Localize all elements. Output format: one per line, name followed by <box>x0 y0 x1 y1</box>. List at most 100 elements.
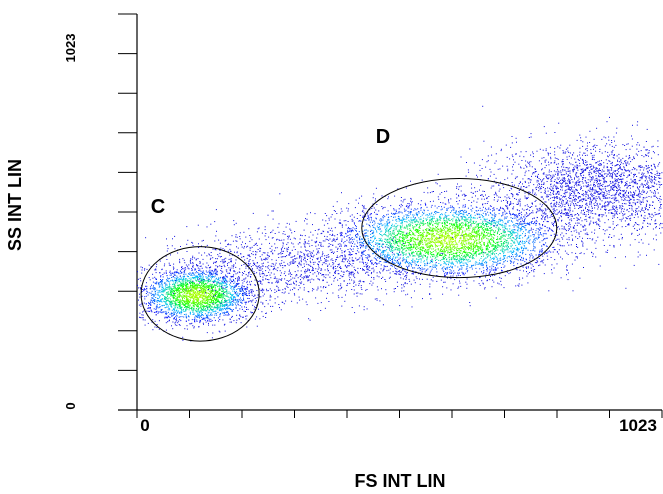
data-point <box>506 239 508 241</box>
data-point <box>453 245 455 247</box>
data-point <box>563 235 565 237</box>
data-point <box>222 309 224 311</box>
data-point <box>486 245 488 246</box>
data-point <box>188 316 190 318</box>
data-point <box>161 293 163 295</box>
data-point <box>169 292 171 294</box>
data-point <box>226 302 228 304</box>
data-point <box>222 305 224 307</box>
data-point <box>190 297 192 299</box>
data-point <box>393 233 395 235</box>
data-point <box>458 234 460 236</box>
data-point <box>517 215 519 217</box>
data-point <box>190 307 192 309</box>
data-point <box>548 250 550 252</box>
data-point <box>454 243 456 245</box>
data-point <box>176 282 178 284</box>
data-point <box>475 238 477 240</box>
data-point <box>199 285 201 287</box>
data-point <box>219 286 221 287</box>
data-point <box>227 311 229 313</box>
data-point <box>175 305 177 307</box>
data-point <box>198 293 200 295</box>
data-point <box>201 318 203 320</box>
data-point <box>225 295 227 297</box>
data-point <box>190 290 192 292</box>
data-point <box>483 242 485 243</box>
data-point <box>403 215 405 217</box>
data-point <box>169 284 171 286</box>
data-point <box>209 304 211 306</box>
data-point <box>153 302 155 304</box>
data-point <box>249 281 250 283</box>
data-point <box>185 281 187 283</box>
data-point <box>387 260 389 261</box>
data-point <box>186 291 188 293</box>
data-point <box>511 240 513 242</box>
data-point <box>447 225 448 227</box>
data-point <box>395 242 397 244</box>
data-point <box>490 217 492 219</box>
data-point <box>140 303 142 305</box>
data-point <box>450 270 452 272</box>
data-point <box>507 207 509 209</box>
data-point <box>504 246 506 248</box>
data-point <box>385 225 387 227</box>
data-point <box>247 295 249 296</box>
data-point <box>181 306 183 308</box>
data-point <box>166 296 168 298</box>
data-point <box>183 310 185 312</box>
data-point <box>181 279 183 281</box>
data-point <box>238 294 239 296</box>
data-point <box>212 303 214 305</box>
data-point <box>199 292 201 294</box>
data-point <box>369 283 371 285</box>
data-point <box>173 296 175 298</box>
data-point <box>197 316 199 318</box>
data-point <box>382 224 384 226</box>
data-point <box>403 239 405 241</box>
data-point <box>207 308 209 310</box>
data-point <box>400 203 402 205</box>
data-point <box>564 250 566 252</box>
data-point <box>472 234 474 236</box>
data-point <box>451 240 453 242</box>
data-point <box>373 232 375 234</box>
data-point <box>460 247 461 249</box>
data-point <box>214 314 216 316</box>
data-point <box>365 246 367 248</box>
data-point <box>428 246 430 248</box>
data-point <box>215 293 217 295</box>
data-point <box>427 216 429 218</box>
data-point <box>213 286 215 288</box>
data-point <box>164 297 166 299</box>
data-point <box>436 280 438 282</box>
data-point <box>478 223 480 224</box>
data-point <box>210 292 212 294</box>
data-point <box>419 219 421 221</box>
data-point <box>192 302 194 304</box>
data-point <box>230 298 232 299</box>
data-point <box>200 288 202 290</box>
data-point <box>477 230 479 232</box>
data-point <box>192 292 194 294</box>
data-point <box>460 252 462 254</box>
data-point <box>385 259 387 261</box>
data-point <box>417 239 419 241</box>
data-point <box>400 220 402 221</box>
data-point <box>192 286 194 288</box>
data-point <box>428 223 430 225</box>
data-point <box>193 319 195 321</box>
data-point <box>443 227 444 229</box>
data-point <box>450 205 452 207</box>
data-point <box>216 296 218 298</box>
data-point <box>187 300 189 302</box>
data-point <box>417 255 419 257</box>
data-point <box>351 220 353 222</box>
data-point <box>450 228 452 230</box>
data-point <box>216 314 218 316</box>
data-point <box>155 282 156 284</box>
data-point <box>434 238 436 239</box>
data-point <box>201 290 203 292</box>
data-point <box>268 282 270 284</box>
